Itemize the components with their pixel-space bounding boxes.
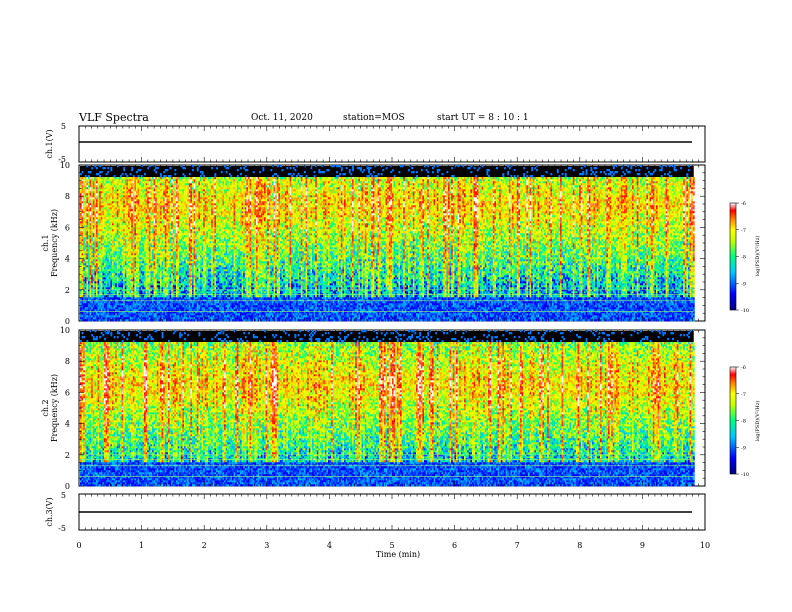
x-tick-label: 6 [452,541,457,550]
ch1-spectrogram-panel: 0 2 4 6 8 10 ch.1 Frequency (kHz) -6 -7 -8 -9 -10… [41,161,761,326]
freq-tick-label: 6 [65,388,70,397]
colorbar-tick-label: -7 [741,228,746,234]
freq-tick-label: 4 [65,420,70,429]
ch1-colorbar-label: log(PSD)(V²/Hz) [754,236,761,277]
colorbar-tick-label: -9 [741,445,746,451]
ch3-waveform-ylabel: ch.3(V) [45,497,54,526]
x-tick-label: 8 [577,541,582,550]
freq-tick-label: 8 [65,192,70,201]
x-tick-label: 5 [389,541,394,550]
freq-tick-label: 10 [60,161,70,170]
ch2-colorbar [730,367,736,474]
freq-tick-label: 4 [65,255,70,264]
colorbar-tick-label: -6 [741,365,746,371]
ch1-spectrogram-ylabel-top: ch.1 [41,234,50,251]
colorbar-tick-label: -10 [741,472,749,478]
colorbar-tick-label: -10 [741,308,749,314]
ch2-spectrogram-image [80,330,695,486]
freq-tick-label: 2 [65,451,70,460]
x-tick-label: 4 [327,541,332,550]
ch1-spectrogram-ylabel: Frequency (kHz) [50,209,59,277]
ch1-colorbar [730,203,736,310]
freq-tick-label: 10 [60,326,70,335]
ch2-spectrogram-ylabel-top: ch.2 [41,399,50,416]
x-tick-label: 9 [640,541,645,550]
colorbar-tick-label: -8 [741,255,746,261]
x-tick-label: 0 [76,541,81,550]
x-tick-label: 2 [202,541,207,550]
ch3-waveform-panel: 5 -5 ch.3(V) [45,491,705,533]
ch3-ytick-bottom: -5 [58,524,66,533]
ch2-colorbar-label: log(PSD)(V²/Hz) [754,401,761,442]
freq-tick-label: 8 [65,357,70,366]
x-tick-label: 1 [139,541,144,550]
x-tick-label: 10 [700,541,710,550]
ch2-spectrogram-ylabel: Frequency (kHz) [50,374,59,442]
ch2-spectrogram-panel: 0 2 4 6 8 10 ch.2 Frequency (kHz) -6 -7 -8 -9 -10… [41,326,761,491]
colorbar-tick-label: -9 [741,281,746,287]
ch1-waveform-panel: 5 -5 ch.1(V) [45,122,705,164]
x-tick-label: 3 [264,541,269,550]
ch3-ytick-top: 5 [61,491,66,500]
x-axis-label: Time (min) [376,550,420,559]
ch1-spectrogram-image [80,165,695,321]
ch1-ytick-top: 5 [61,122,66,131]
colorbar-tick-label: -8 [741,419,746,425]
freq-tick-label: 0 [65,317,70,326]
ch1-waveform-frame [79,126,705,162]
freq-tick-label: 6 [65,223,70,232]
colorbar-tick-label: -6 [741,201,746,207]
freq-tick-label: 2 [65,286,70,295]
vlf-figure: 5 -5 ch.1(V) 0246810 ch.1 Frequency (kHz… [0,0,792,612]
freq-tick-label: 0 [65,482,70,491]
ch1-waveform-ylabel: ch.1(V) [45,129,54,158]
x-tick-label: 7 [515,541,520,550]
colorbar-tick-label: -7 [741,392,746,398]
